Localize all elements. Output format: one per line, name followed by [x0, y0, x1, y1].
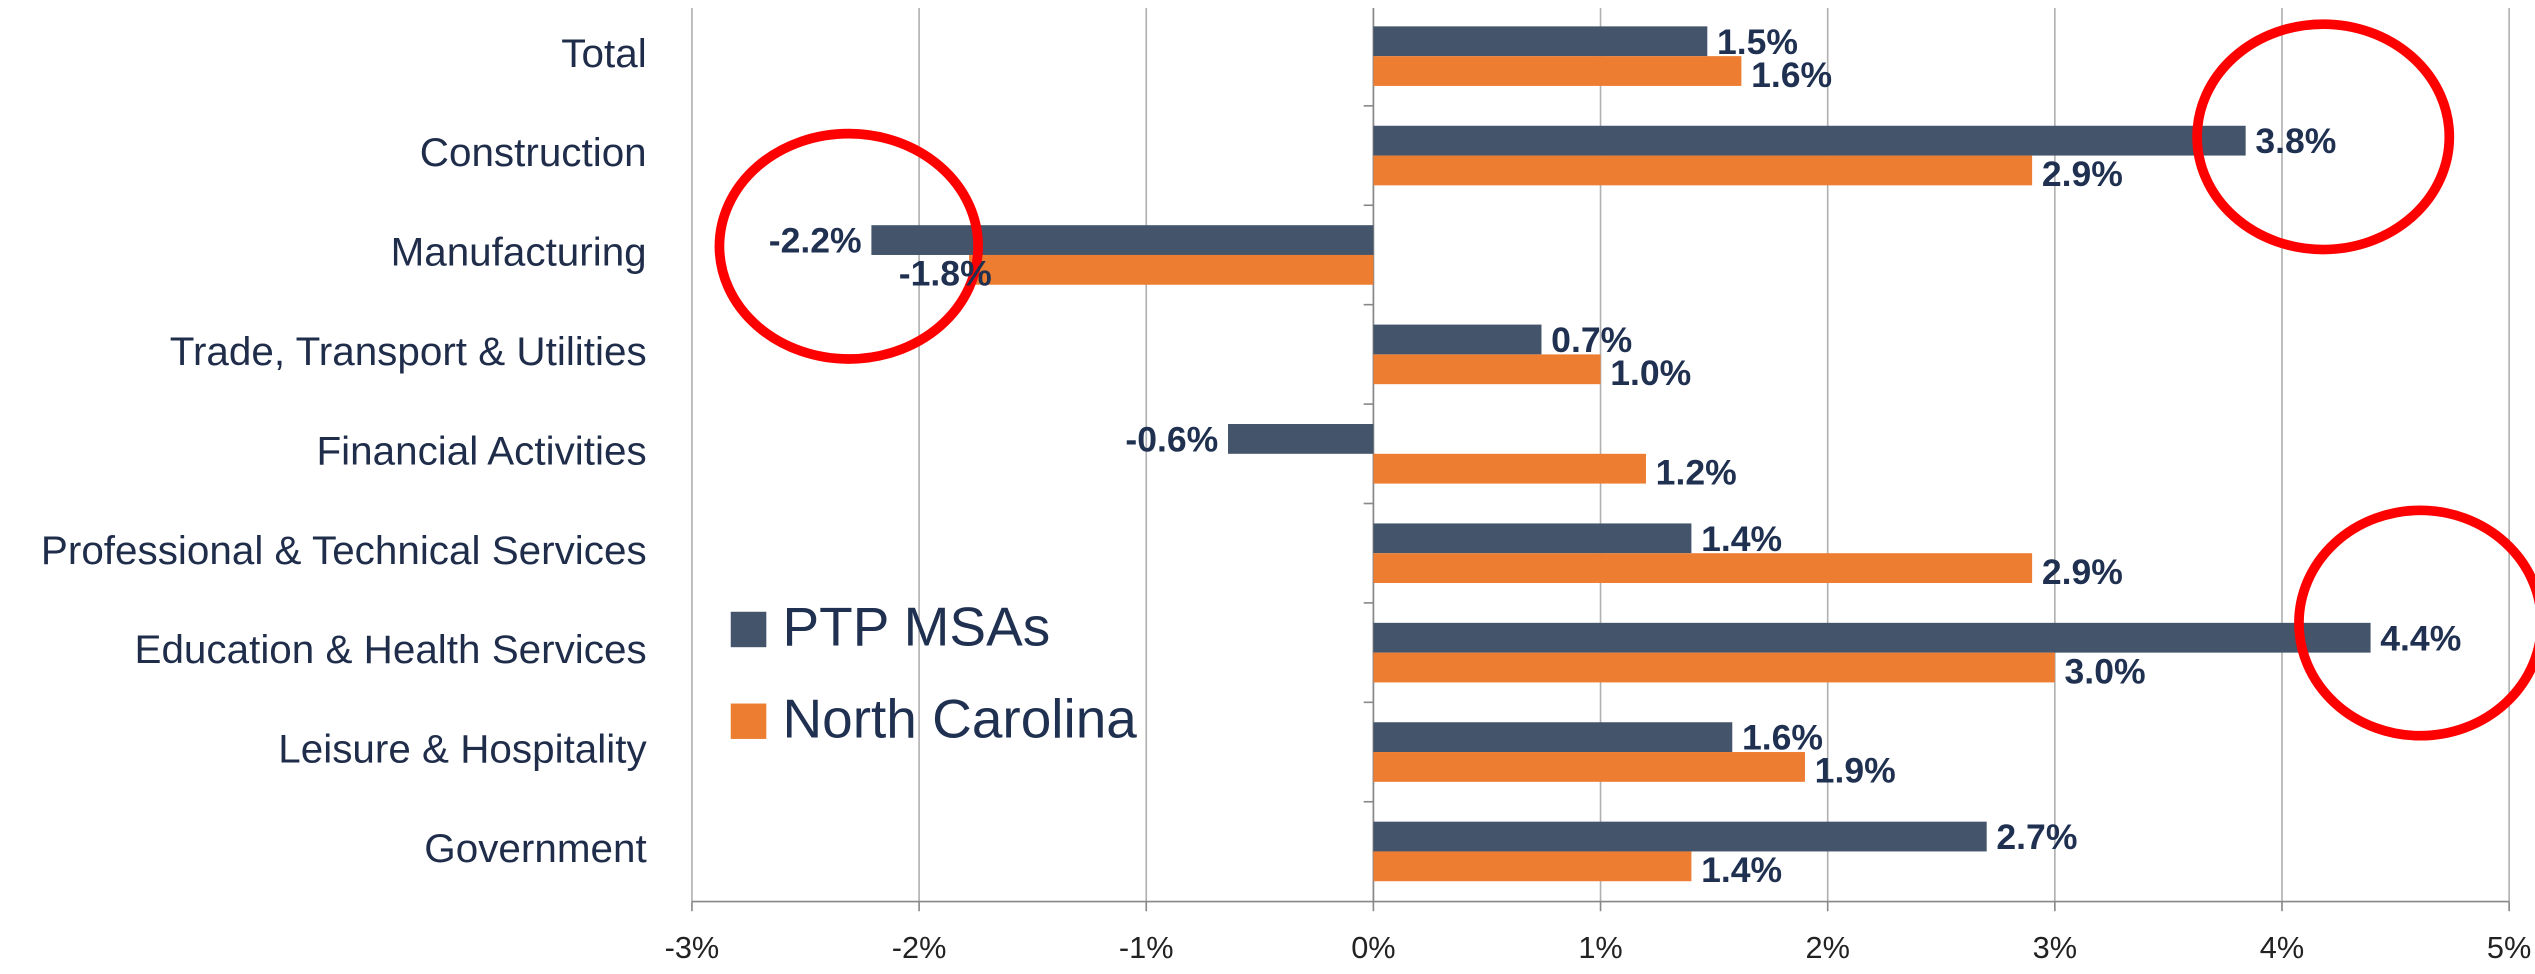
y-tick-label: Professional & Technical Services [41, 527, 647, 573]
bar [1373, 523, 1692, 554]
data-label: 1.9% [1815, 751, 1896, 791]
data-label: 2.7% [1996, 817, 2077, 857]
y-tick-label: Leisure & Hospitality [278, 726, 647, 772]
bar [1373, 622, 2371, 653]
data-label: 3.8% [2255, 121, 2336, 161]
x-tick-label: 4% [2260, 931, 2304, 965]
bar [969, 254, 1374, 285]
data-label: 1.4% [1701, 850, 1782, 890]
data-label: 1.5% [1717, 22, 1798, 62]
bar [1373, 56, 1742, 86]
data-label: 4.4% [2380, 618, 2461, 658]
x-tick-label: 3% [2033, 931, 2077, 965]
highlight-circle [2192, 19, 2455, 255]
x-tick-label: -1% [1119, 931, 1174, 965]
bar [871, 225, 1374, 255]
y-tick-label: Education & Health Services [135, 626, 647, 672]
legend-label: PTP MSAs [782, 596, 1050, 658]
legend-swatch [730, 703, 767, 739]
data-label: 1.4% [1701, 519, 1782, 559]
y-tick-label: Financial Activities [317, 428, 647, 474]
annotations [714, 19, 2535, 741]
data-label: 2.9% [2042, 154, 2123, 194]
x-tick-label: 1% [1578, 931, 1622, 965]
data-label: 2.9% [2042, 552, 2123, 592]
y-tick-label: Manufacturing [391, 229, 647, 275]
y-tick-label: Government [424, 825, 646, 871]
y-tick-label: Trade, Transport & Utilities [170, 328, 647, 374]
legend-label: North Carolina [782, 687, 1137, 749]
data-label: 1.2% [1656, 453, 1737, 493]
x-tick-label: -3% [665, 931, 720, 965]
y-tick-label: Total [561, 30, 646, 76]
bar [1373, 722, 1733, 753]
bar [1373, 125, 2246, 156]
legend-swatch [730, 611, 767, 648]
bar [1373, 851, 1692, 882]
marks [871, 26, 2371, 882]
bar [1373, 453, 1646, 484]
bar [1373, 324, 1542, 355]
bar [1373, 752, 1805, 782]
x-tick-label: -2% [892, 931, 947, 965]
highlight-circle [2294, 505, 2535, 741]
highlight-circle [714, 128, 983, 364]
bar [1373, 553, 2033, 583]
data-label: 0.7% [1551, 320, 1632, 360]
data-label: -0.6% [1125, 420, 1218, 460]
data-label: 3.0% [2065, 651, 2146, 691]
bar [1228, 424, 1374, 454]
data-label: 1.6% [1751, 55, 1832, 95]
data-label: -2.2% [769, 221, 862, 261]
bar [1373, 26, 1708, 57]
bar [1373, 821, 1987, 852]
x-tick-label: 0% [1351, 931, 1395, 965]
bar [1373, 354, 1601, 385]
x-tick-label: 2% [1805, 931, 1849, 965]
y-tick-label: Construction [420, 129, 647, 175]
data-label: 1.6% [1742, 718, 1823, 758]
data-label: 1.0% [1610, 353, 1691, 393]
x-tick-label: 5% [2487, 931, 2531, 965]
bar [1373, 155, 2033, 186]
bar [1373, 652, 2055, 683]
data-label: -1.8% [899, 254, 992, 294]
